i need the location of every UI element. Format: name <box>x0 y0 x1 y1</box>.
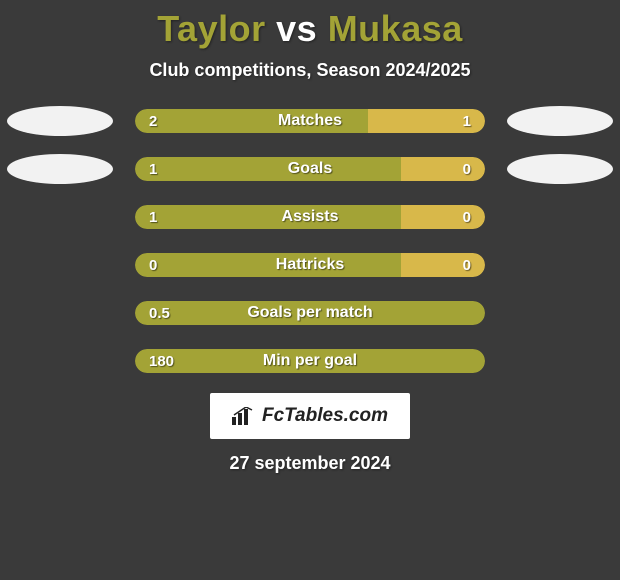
bar-segment-right <box>401 157 485 181</box>
stat-value-left: 0.5 <box>149 305 170 322</box>
date-line: 27 september 2024 <box>229 453 390 474</box>
stat-label: Matches <box>278 112 342 130</box>
stat-label: Goals <box>288 160 332 178</box>
stat-label: Hattricks <box>276 256 344 274</box>
brand-chart-icon <box>232 407 254 425</box>
stat-value-right: 0 <box>463 161 471 178</box>
stat-value-left: 1 <box>149 161 157 178</box>
player-ellipse-right <box>507 106 613 136</box>
title-vs: vs <box>276 8 317 49</box>
stat-bar: 2 1 Matches <box>135 109 485 133</box>
stat-label: Min per goal <box>263 352 357 370</box>
title-player-right: Mukasa <box>328 8 463 49</box>
stat-row: 1 0 Assists <box>0 205 620 229</box>
bar-segment-left <box>135 157 401 181</box>
stat-bar: 1 0 Assists <box>135 205 485 229</box>
stat-bar: 180 Min per goal <box>135 349 485 373</box>
bar-segment-right <box>401 205 485 229</box>
stat-value-left: 2 <box>149 113 157 130</box>
stat-bar: 0 0 Hattricks <box>135 253 485 277</box>
stat-label: Assists <box>282 208 339 226</box>
bar-segment-left <box>135 253 401 277</box>
player-ellipse-right <box>507 154 613 184</box>
stat-value-left: 180 <box>149 353 174 370</box>
stat-bar: 1 0 Goals <box>135 157 485 181</box>
bar-segment-right <box>401 253 485 277</box>
stat-row: 180 Min per goal <box>0 349 620 373</box>
stat-value-right: 1 <box>463 113 471 130</box>
stat-value-right: 0 <box>463 257 471 274</box>
stat-row: 0.5 Goals per match <box>0 301 620 325</box>
player-ellipse-left <box>7 154 113 184</box>
bar-segment-left <box>135 205 401 229</box>
subtitle: Club competitions, Season 2024/2025 <box>149 60 470 81</box>
stat-label: Goals per match <box>247 304 372 322</box>
player-ellipse-left <box>7 106 113 136</box>
stat-bar: 0.5 Goals per match <box>135 301 485 325</box>
stat-row: 0 0 Hattricks <box>0 253 620 277</box>
stat-value-left: 1 <box>149 209 157 226</box>
title-player-left: Taylor <box>157 8 265 49</box>
stats-area: 2 1 Matches 1 0 Goals 1 0 Assists 0 0 Hattricks 0.5 G… <box>0 109 620 373</box>
comparison-infographic: Taylor vs Mukasa Club competitions, Seas… <box>0 0 620 580</box>
stat-value-right: 0 <box>463 209 471 226</box>
stat-value-left: 0 <box>149 257 157 274</box>
title: Taylor vs Mukasa <box>157 8 463 50</box>
brand-box: FcTables.com <box>210 393 410 439</box>
brand-text: FcTables.com <box>262 405 388 427</box>
stat-row: 1 0 Goals <box>0 157 620 181</box>
stat-row: 2 1 Matches <box>0 109 620 133</box>
